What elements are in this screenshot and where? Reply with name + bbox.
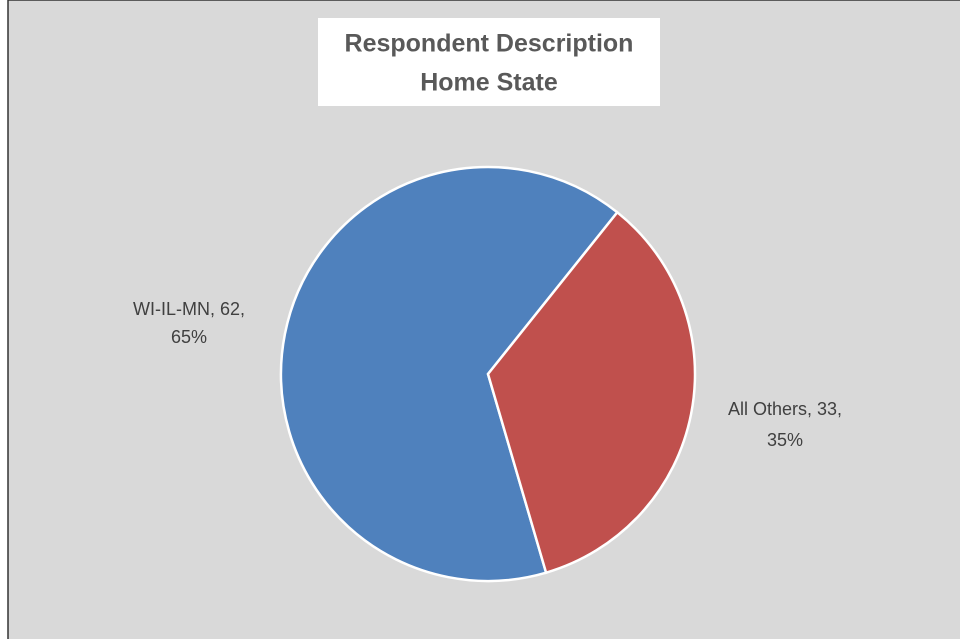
data-label: WI-IL-MN, 62, — [133, 299, 245, 319]
data-label: 35% — [767, 430, 803, 450]
chart-title: Respondent Description — [345, 30, 634, 58]
title-box — [318, 18, 660, 106]
data-label: All Others, 33, — [728, 399, 842, 419]
pie-slice — [486, 210, 697, 575]
data-label: 65% — [171, 327, 207, 347]
pie-slice — [279, 165, 620, 583]
chart-title: Home State — [420, 69, 558, 97]
